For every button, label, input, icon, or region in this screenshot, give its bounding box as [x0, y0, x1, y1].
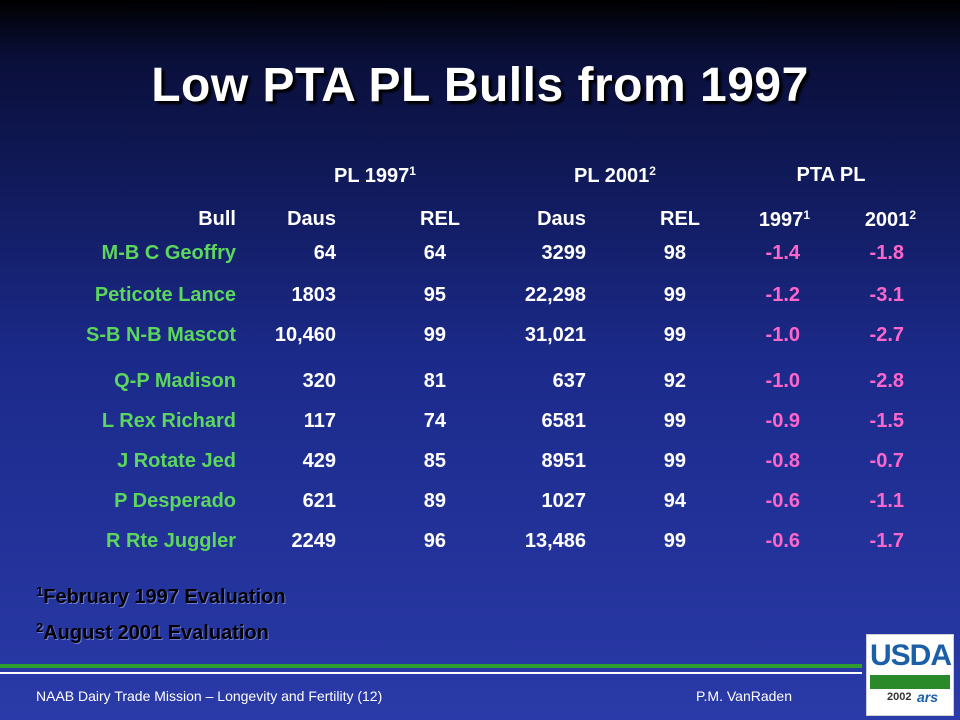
cell-daus-2001: 6581	[541, 410, 587, 432]
cell-pta-2001: -2.7	[869, 324, 904, 346]
cell-pta-2001: -2.8	[869, 370, 904, 392]
cell-daus-2001: 8951	[541, 450, 587, 472]
cell-daus-1997: 10,460	[274, 324, 336, 346]
col-header-label: 1997	[758, 209, 804, 231]
cell-bull: P Desperado	[114, 490, 236, 512]
cell-pta-2001: -3.1	[869, 284, 904, 306]
cell-daus-2001: 3299	[541, 242, 587, 264]
group-header-ptapl: PTA PL	[756, 164, 906, 187]
footnote-2: 2August 2001 Evaluation	[36, 620, 269, 645]
cell-bull: R Rte Juggler	[105, 530, 236, 552]
cell-rel-1997: 99	[423, 324, 446, 346]
footnote-sup: 2	[36, 620, 44, 635]
col-header-label: 2001	[864, 209, 910, 231]
cell-bull: M-B C Geoffry	[101, 242, 236, 264]
ars-logo-icon: ars	[917, 689, 939, 705]
footnote-sup: 1	[36, 584, 44, 599]
cell-bull: Peticote Lance	[94, 284, 236, 306]
cell-rel-1997: 81	[423, 370, 446, 392]
cell-daus-1997: 429	[302, 450, 336, 472]
cell-rel-2001: 99	[663, 410, 686, 432]
usda-logo-year: 2002	[887, 691, 912, 703]
col-header-bull: Bull	[198, 208, 236, 230]
cell-bull: J Rotate Jed	[117, 450, 236, 472]
cell-daus-2001: 13,486	[524, 530, 586, 552]
cell-daus-2001: 1027	[541, 490, 587, 512]
col-header-sup: 2	[909, 208, 916, 222]
cell-daus-1997: 117	[303, 410, 336, 432]
cell-pta-1997: -0.8	[765, 450, 800, 472]
cell-daus-1997: 1803	[291, 284, 337, 306]
usda-logo-bar	[870, 675, 950, 689]
cell-rel-2001: 99	[663, 324, 686, 346]
col-header-sup: 1	[803, 208, 810, 222]
footer-author: P.M. VanRaden	[696, 688, 792, 704]
col-header-daus-2001: Daus	[537, 208, 586, 230]
cell-pta-2001: -1.5	[869, 410, 904, 432]
cell-daus-1997: 320	[302, 370, 336, 392]
cell-pta-2001: -1.7	[869, 530, 904, 552]
col-header-rel-1997: REL	[420, 208, 460, 230]
cell-pta-1997: -1.4	[765, 242, 800, 264]
group-header-sup: 1	[409, 164, 416, 178]
cell-pta-1997: -1.0	[765, 370, 800, 392]
cell-pta-1997: -1.0	[765, 324, 800, 346]
cell-rel-2001: 99	[663, 284, 686, 306]
cell-daus-1997: 2249	[291, 530, 337, 552]
col-header-rel-2001: REL	[660, 208, 700, 230]
col-header-daus-1997: Daus	[287, 208, 336, 230]
footer-white-rule	[0, 672, 862, 674]
page-title: Low PTA PL Bulls from 1997	[151, 59, 809, 112]
cell-bull: Q-P Madison	[114, 370, 236, 392]
usda-logo-text: USDA	[870, 639, 952, 672]
cell-rel-1997: 95	[423, 284, 446, 306]
cell-daus-1997: 621	[302, 490, 336, 512]
group-header-pl1997: PL 19971	[300, 164, 450, 188]
cell-rel-1997: 89	[423, 490, 446, 512]
cell-pta-2001: -1.8	[869, 242, 904, 264]
cell-rel-2001: 92	[663, 370, 686, 392]
footnote-text: February 1997 Evaluation	[43, 586, 286, 608]
cell-pta-1997: -0.9	[765, 410, 800, 432]
footer-green-rule	[0, 664, 862, 668]
group-header-label: PTA PL	[796, 164, 866, 186]
col-header-pta-2001: 20012	[820, 208, 916, 232]
cell-bull: L Rex Richard	[101, 410, 236, 432]
group-header-sup: 2	[649, 164, 656, 178]
group-header-label: PL 1997	[334, 165, 410, 187]
cell-pta-2001: -0.7	[869, 450, 904, 472]
cell-rel-1997: 74	[423, 410, 446, 432]
cell-daus-2001: 31,021	[524, 324, 586, 346]
footnote-text: August 2001 Evaluation	[43, 622, 269, 644]
cell-rel-2001: 99	[663, 450, 686, 472]
group-header-pl2001: PL 20012	[540, 164, 690, 188]
cell-rel-1997: 96	[423, 530, 446, 552]
cell-daus-2001: 637	[552, 370, 586, 392]
cell-pta-1997: -0.6	[765, 530, 800, 552]
cell-bull: S-B N-B Mascot	[85, 324, 236, 346]
cell-pta-2001: -1.1	[869, 490, 904, 512]
cell-rel-2001: 98	[663, 242, 686, 264]
cell-daus-2001: 22,298	[524, 284, 586, 306]
footer-left-text: NAAB Dairy Trade Mission – Longevity and…	[36, 688, 383, 704]
cell-rel-1997: 64	[423, 242, 446, 264]
cell-rel-2001: 94	[663, 490, 686, 512]
footnote-1: 1February 1997 Evaluation	[36, 584, 286, 609]
group-header-label: PL 2001	[574, 165, 650, 187]
cell-daus-1997: 64	[313, 242, 336, 264]
col-header-pta-1997: 19971	[720, 208, 810, 232]
cell-pta-1997: -0.6	[765, 490, 800, 512]
cell-rel-2001: 99	[663, 530, 686, 552]
cell-rel-1997: 85	[423, 450, 446, 472]
cell-pta-1997: -1.2	[765, 284, 800, 306]
usda-logo: USDA 2002 ars	[866, 634, 954, 716]
